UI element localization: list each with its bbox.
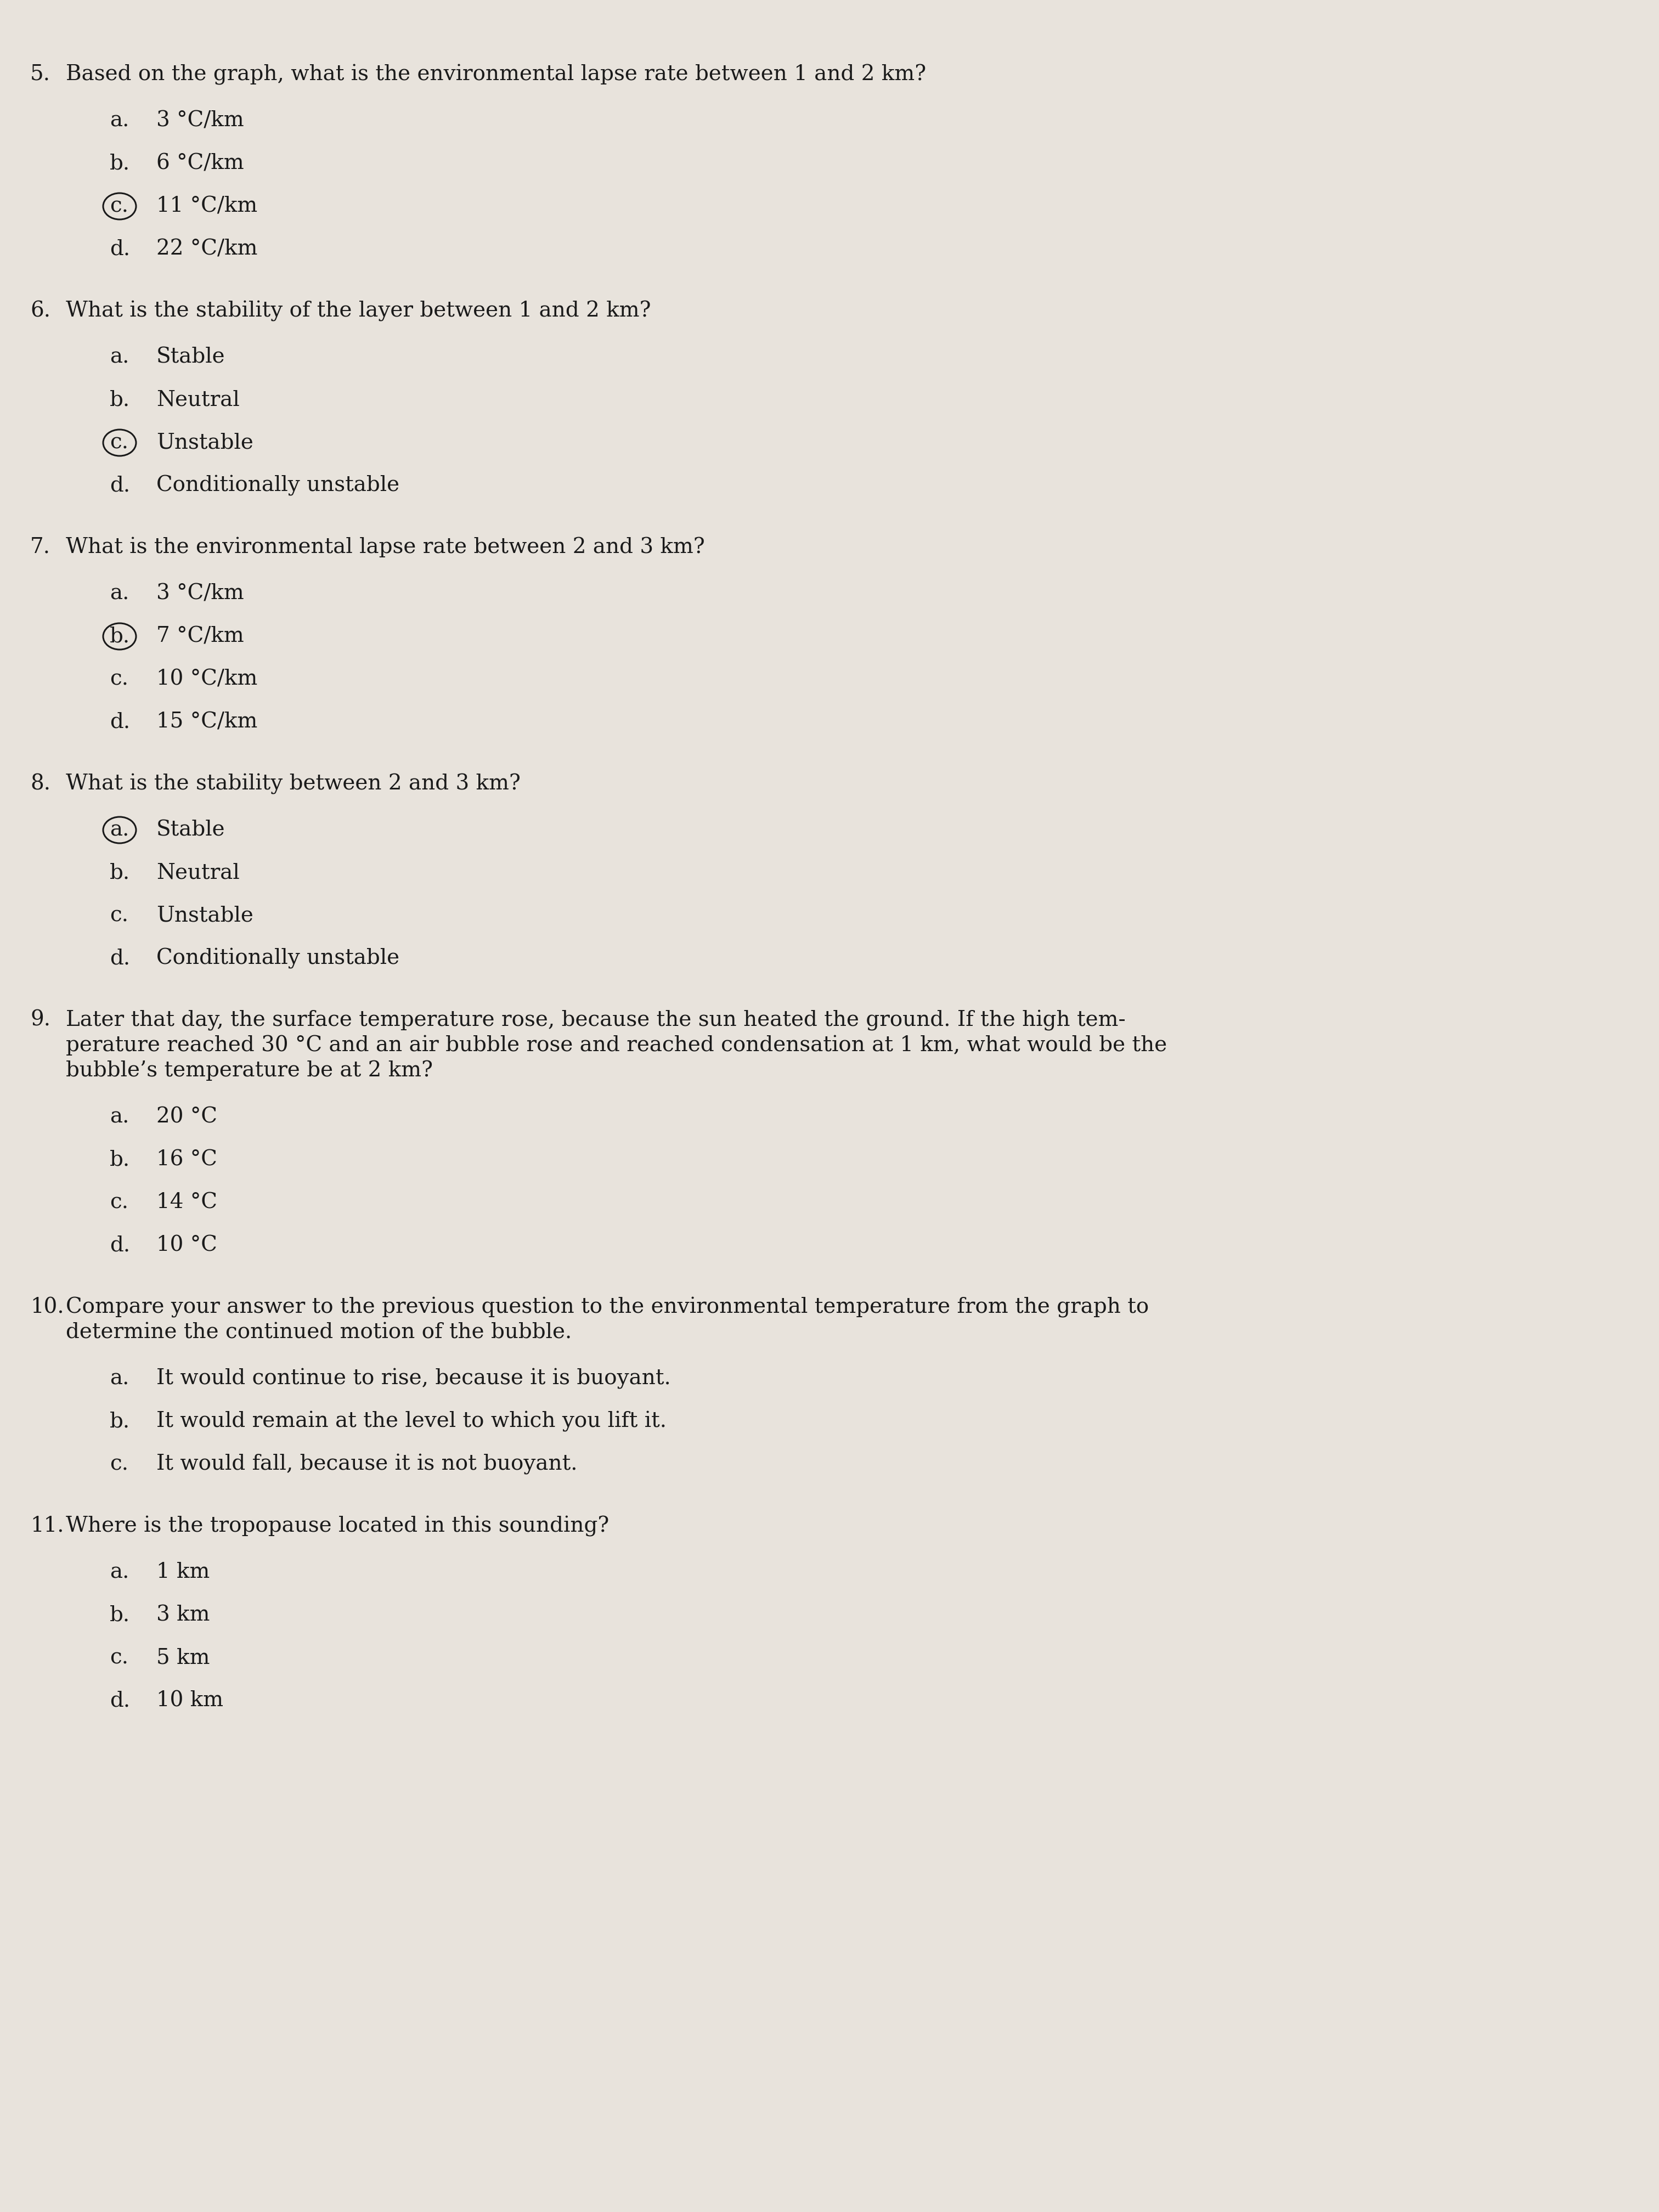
Text: 5.: 5. bbox=[30, 64, 50, 84]
Text: a.: a. bbox=[109, 111, 129, 131]
Text: Unstable: Unstable bbox=[156, 434, 254, 453]
Text: b.: b. bbox=[109, 153, 129, 173]
Text: d.: d. bbox=[109, 1690, 129, 1710]
Text: c.: c. bbox=[109, 1453, 128, 1475]
Text: b.: b. bbox=[109, 1606, 129, 1626]
Text: 15 °C/km: 15 °C/km bbox=[156, 712, 257, 732]
Text: 9.: 9. bbox=[30, 1011, 50, 1031]
Text: a.: a. bbox=[109, 1369, 129, 1389]
Text: 8.: 8. bbox=[30, 774, 50, 794]
Text: 10.: 10. bbox=[30, 1296, 65, 1316]
Text: 7 °C/km: 7 °C/km bbox=[156, 626, 244, 646]
Text: Later that day, the surface temperature rose, because the sun heated the ground.: Later that day, the surface temperature … bbox=[66, 1011, 1125, 1031]
Text: It would continue to rise, because it is buoyant.: It would continue to rise, because it is… bbox=[156, 1369, 670, 1389]
Text: 1 km: 1 km bbox=[156, 1562, 209, 1582]
Text: determine the continued motion of the bubble.: determine the continued motion of the bu… bbox=[66, 1323, 572, 1343]
Text: Conditionally unstable: Conditionally unstable bbox=[156, 476, 400, 495]
Text: What is the stability between 2 and 3 km?: What is the stability between 2 and 3 km… bbox=[66, 774, 521, 794]
Text: a.: a. bbox=[109, 1106, 129, 1128]
Text: d.: d. bbox=[109, 1234, 129, 1256]
Text: Unstable: Unstable bbox=[156, 905, 254, 927]
Text: b.: b. bbox=[109, 389, 129, 409]
Text: 3 °C/km: 3 °C/km bbox=[156, 584, 244, 604]
Text: Neutral: Neutral bbox=[156, 863, 239, 883]
Text: a.: a. bbox=[109, 821, 129, 841]
Text: c.: c. bbox=[109, 1192, 128, 1212]
Text: 6.: 6. bbox=[30, 301, 50, 321]
Text: d.: d. bbox=[109, 239, 129, 259]
Text: b.: b. bbox=[109, 626, 129, 646]
Text: 10 °C: 10 °C bbox=[156, 1234, 217, 1256]
Text: What is the stability of the layer between 1 and 2 km?: What is the stability of the layer betwe… bbox=[66, 301, 650, 321]
Text: b.: b. bbox=[109, 1150, 129, 1170]
Text: It would remain at the level to which you lift it.: It would remain at the level to which yo… bbox=[156, 1411, 667, 1431]
Text: 20 °C: 20 °C bbox=[156, 1106, 217, 1128]
Text: d.: d. bbox=[109, 712, 129, 732]
Text: 22 °C/km: 22 °C/km bbox=[156, 239, 257, 259]
Text: b.: b. bbox=[109, 863, 129, 883]
Text: b.: b. bbox=[109, 1411, 129, 1431]
Text: c.: c. bbox=[109, 434, 128, 453]
Text: c.: c. bbox=[109, 197, 128, 217]
Text: d.: d. bbox=[109, 949, 129, 969]
Text: Compare your answer to the previous question to the environmental temperature fr: Compare your answer to the previous ques… bbox=[66, 1296, 1150, 1318]
Text: a.: a. bbox=[109, 347, 129, 367]
Text: 7.: 7. bbox=[30, 538, 50, 557]
Text: What is the environmental lapse rate between 2 and 3 km?: What is the environmental lapse rate bet… bbox=[66, 538, 705, 557]
Text: a.: a. bbox=[109, 584, 129, 604]
Text: d.: d. bbox=[109, 476, 129, 495]
Text: bubble’s temperature be at 2 km?: bubble’s temperature be at 2 km? bbox=[66, 1060, 433, 1082]
Text: 3 km: 3 km bbox=[156, 1606, 209, 1626]
Text: Conditionally unstable: Conditionally unstable bbox=[156, 949, 400, 969]
Text: Stable: Stable bbox=[156, 347, 226, 367]
Text: Where is the tropopause located in this sounding?: Where is the tropopause located in this … bbox=[66, 1515, 609, 1537]
Text: 11 °C/km: 11 °C/km bbox=[156, 197, 257, 217]
Text: It would fall, because it is not buoyant.: It would fall, because it is not buoyant… bbox=[156, 1453, 577, 1475]
Text: a.: a. bbox=[109, 1562, 129, 1582]
Text: 3 °C/km: 3 °C/km bbox=[156, 111, 244, 131]
Text: 10 km: 10 km bbox=[156, 1690, 224, 1710]
Text: 11.: 11. bbox=[30, 1515, 65, 1535]
Text: Neutral: Neutral bbox=[156, 389, 239, 409]
Text: 6 °C/km: 6 °C/km bbox=[156, 153, 244, 173]
Text: 10 °C/km: 10 °C/km bbox=[156, 668, 257, 690]
Text: 14 °C: 14 °C bbox=[156, 1192, 217, 1212]
Text: 16 °C: 16 °C bbox=[156, 1150, 217, 1170]
Text: c.: c. bbox=[109, 1648, 128, 1668]
Text: Based on the graph, what is the environmental lapse rate between 1 and 2 km?: Based on the graph, what is the environm… bbox=[66, 64, 926, 84]
Text: 5 km: 5 km bbox=[156, 1648, 209, 1668]
Text: c.: c. bbox=[109, 905, 128, 927]
Text: perature reached 30 °C and an air bubble rose and reached condensation at 1 km, : perature reached 30 °C and an air bubble… bbox=[66, 1035, 1166, 1055]
Text: c.: c. bbox=[109, 668, 128, 690]
Text: Stable: Stable bbox=[156, 821, 226, 841]
